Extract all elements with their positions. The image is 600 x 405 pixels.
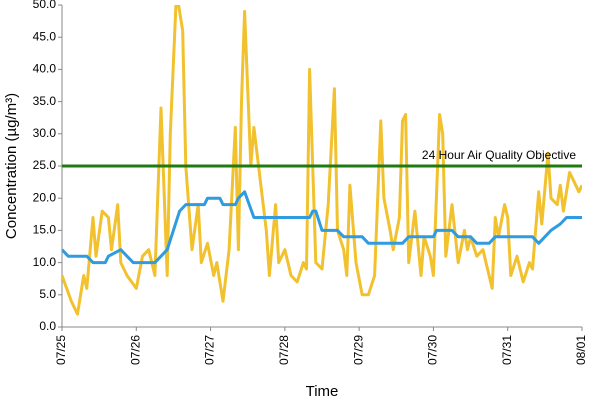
x-axis-title: Time [306, 383, 339, 400]
y-tick-label: 50.0 [33, 0, 57, 11]
y-tick-label: 45.0 [33, 29, 57, 43]
x-tick-label: 07/31 [500, 335, 514, 365]
y-tick-label: 15.0 [33, 223, 57, 237]
y-tick-label: 25.0 [33, 158, 57, 172]
x-tick-label: 07/30 [426, 335, 440, 365]
x-tick-label: 08/01 [574, 335, 588, 365]
y-tick-label: 35.0 [33, 94, 57, 108]
y-tick-label: 10.0 [33, 255, 57, 269]
x-tick-label: 07/29 [351, 335, 365, 365]
plot-area [62, 5, 582, 316]
x-tick-label: 07/27 [203, 335, 217, 365]
y-tick-label: 30.0 [33, 126, 57, 140]
x-tick-label: 07/28 [277, 335, 291, 365]
y-axis-title: Concentration (µg/m³) [3, 93, 20, 239]
y-tick-label: 0.0 [39, 319, 56, 333]
x-tick-label: 07/26 [128, 335, 142, 365]
data-line [62, 190, 582, 265]
x-tick-label: 07/25 [54, 335, 68, 365]
y-tick-label: 40.0 [33, 62, 57, 76]
y-tick-label: 20.0 [33, 190, 57, 204]
reference-label: 24 Hour Air Quality Objective [422, 148, 576, 162]
y-tick-label: 5.0 [39, 287, 56, 301]
